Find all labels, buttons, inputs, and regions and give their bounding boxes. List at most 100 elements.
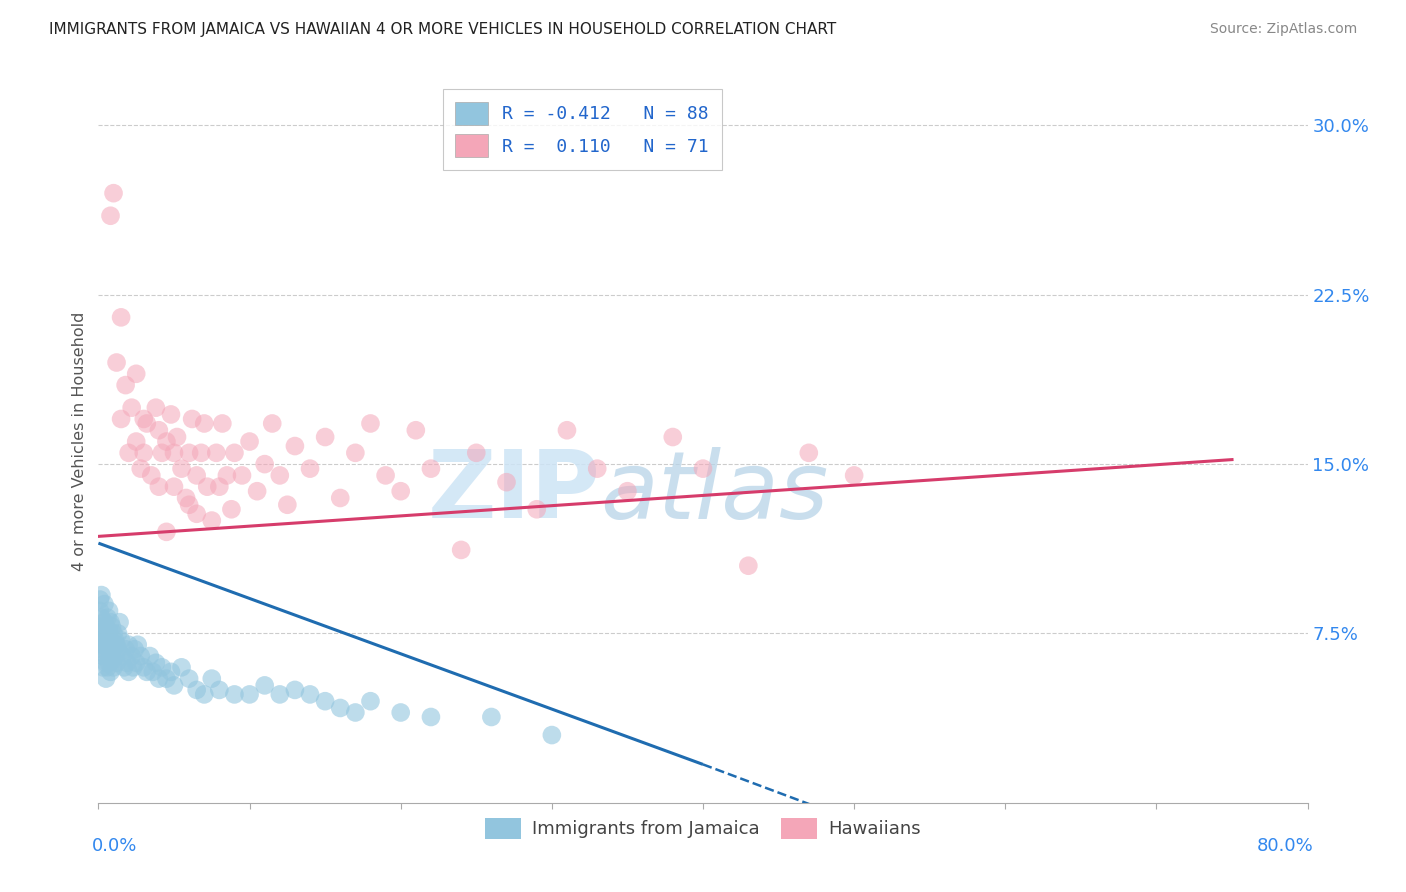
Point [160, 665, 183, 679]
Point [129, 648, 152, 663]
Point [195, 480, 218, 494]
Point [108, 615, 131, 630]
Point [125, 656, 148, 670]
Point [105, 638, 128, 652]
Point [344, 706, 367, 720]
Point [139, 648, 162, 663]
Point [555, 423, 578, 437]
Point [186, 682, 208, 697]
Legend: Immigrants from Jamaica, Hawaiians: Immigrants from Jamaica, Hawaiians [478, 811, 928, 846]
Point [155, 672, 177, 686]
Point [253, 678, 276, 692]
Text: 0.0%: 0.0% [93, 838, 138, 855]
Point [163, 480, 186, 494]
Text: ZIP: ZIP [427, 446, 600, 538]
Point [98, 656, 121, 670]
Point [481, 710, 503, 724]
Point [103, 186, 125, 201]
Point [100, 209, 122, 223]
Point [314, 694, 336, 708]
Point [125, 367, 148, 381]
Point [89, 592, 111, 607]
Point [299, 461, 322, 475]
Point [253, 457, 276, 471]
Point [101, 620, 124, 634]
Point [118, 665, 141, 679]
Point [586, 461, 609, 475]
Point [269, 687, 291, 701]
Point [107, 642, 129, 657]
Point [90, 610, 112, 624]
Point [329, 701, 352, 715]
Point [110, 412, 132, 426]
Point [239, 687, 262, 701]
Point [121, 648, 143, 663]
Point [124, 642, 146, 657]
Point [314, 430, 336, 444]
Point [100, 615, 122, 630]
Point [201, 672, 224, 686]
Point [360, 417, 382, 431]
Point [737, 558, 759, 573]
Point [112, 660, 135, 674]
Text: atlas: atlas [600, 447, 828, 538]
Point [135, 417, 157, 431]
Text: 80.0%: 80.0% [1257, 838, 1313, 855]
Point [179, 672, 201, 686]
Point [844, 468, 866, 483]
Point [465, 446, 488, 460]
Point [104, 648, 127, 663]
Point [94, 638, 117, 652]
Point [94, 656, 117, 670]
Point [90, 642, 112, 657]
Point [105, 355, 128, 369]
Point [276, 498, 298, 512]
Point [89, 620, 111, 634]
Point [103, 626, 125, 640]
Point [98, 642, 121, 657]
Point [135, 665, 157, 679]
Point [111, 648, 134, 663]
Point [269, 468, 291, 483]
Point [299, 687, 322, 701]
Point [118, 446, 141, 460]
Point [90, 588, 112, 602]
Point [103, 642, 125, 657]
Point [360, 694, 382, 708]
Point [91, 648, 114, 663]
Point [174, 491, 197, 505]
Point [211, 417, 233, 431]
Point [129, 461, 152, 475]
Point [90, 626, 112, 640]
Point [125, 434, 148, 449]
Point [329, 491, 352, 505]
Point [344, 446, 367, 460]
Point [127, 638, 149, 652]
Point [118, 638, 141, 652]
Point [205, 446, 228, 460]
Point [181, 412, 204, 426]
Point [107, 626, 129, 640]
Point [224, 687, 246, 701]
Point [389, 484, 412, 499]
Point [100, 665, 122, 679]
Point [101, 638, 124, 652]
Point [150, 660, 173, 674]
Point [262, 417, 284, 431]
Point [98, 624, 121, 639]
Y-axis label: 4 or more Vehicles in Household: 4 or more Vehicles in Household [72, 312, 87, 571]
Point [93, 647, 115, 661]
Point [405, 423, 427, 437]
Point [89, 633, 111, 648]
Point [224, 446, 246, 460]
Point [208, 480, 231, 494]
Point [420, 710, 443, 724]
Point [155, 434, 177, 449]
Point [661, 430, 683, 444]
Point [221, 502, 243, 516]
Point [186, 468, 208, 483]
Point [103, 660, 125, 674]
Point [93, 615, 115, 630]
Point [105, 656, 128, 670]
Point [239, 434, 262, 449]
